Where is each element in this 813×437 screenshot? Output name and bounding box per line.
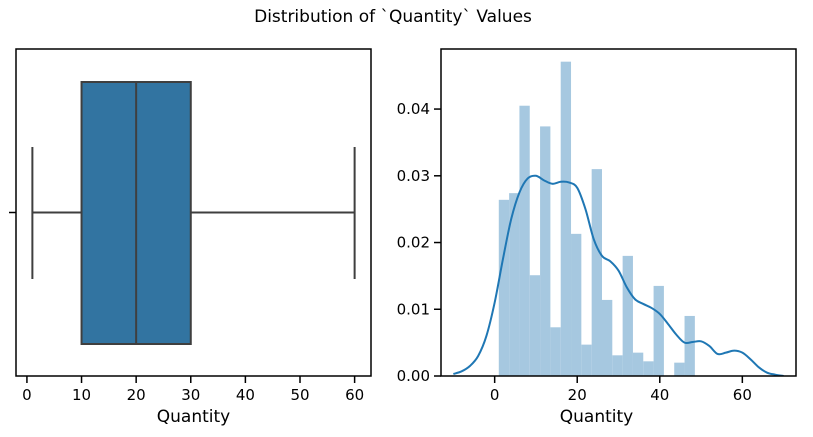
histogram-bar: [540, 126, 551, 376]
boxplot-x-tick-label: 10: [72, 386, 91, 404]
histogram-x-tick-label: 60: [733, 386, 752, 404]
histogram-bar: [550, 327, 561, 376]
histogram-bar: [519, 105, 530, 376]
histogram-panel: 0 20 40 60 0.00 0.01 0.02 0.03 0.04 Quantity: [397, 48, 797, 427]
boxplot-x-tick-label: 40: [236, 386, 255, 404]
histogram-bar: [498, 199, 510, 376]
boxplot-x-tick-label: 0: [22, 386, 32, 404]
figure-title: Distribution of `Quantity` Values: [254, 7, 532, 27]
boxplot-x-tick-label: 20: [127, 386, 146, 404]
boxplot-panel: 0 10 20 30 40 50 60 Quantity: [9, 48, 372, 427]
histogram-x-tick-label: 0: [490, 386, 500, 404]
boxplot-x-ticks: 0 10 20 30 40 50 60: [22, 376, 364, 404]
histogram-bar: [571, 233, 582, 376]
boxplot-x-tick-label: 60: [345, 386, 364, 404]
histogram-x-ticks: 0 20 40 60: [490, 376, 752, 404]
histogram-bar: [560, 61, 572, 376]
histogram-bar: [653, 285, 664, 376]
boxplot-marks: [31, 81, 356, 345]
histogram-x-tick-label: 40: [650, 386, 669, 404]
histogram-x-tick-label: 20: [568, 386, 587, 404]
histogram-bars: [498, 61, 695, 376]
boxplot-x-tick-label: 30: [181, 386, 200, 404]
histogram-bar: [674, 362, 685, 376]
histogram-y-tick-label: 0.01: [397, 300, 430, 318]
histogram-bar: [632, 352, 644, 376]
histogram-y-tick-label: 0.03: [397, 167, 430, 185]
kde-curve: [453, 174, 784, 376]
histogram-bar: [643, 361, 654, 376]
histogram-x-axis-label: Quantity: [560, 407, 633, 427]
histogram-bar: [601, 299, 613, 376]
histogram-y-tick-label: 0.04: [397, 100, 430, 118]
histogram-y-ticks: 0.00 0.01 0.02 0.03 0.04: [397, 100, 441, 385]
histogram-bar: [591, 169, 602, 376]
boxplot-x-tick-label: 50: [290, 386, 309, 404]
histogram-bar: [622, 255, 633, 376]
histogram-frame: [440, 48, 797, 377]
histogram-bar: [612, 355, 623, 376]
boxplot-x-axis-label: Quantity: [157, 407, 230, 427]
histogram-bar: [581, 344, 592, 376]
histogram-bar: [529, 275, 541, 376]
histogram-bar: [509, 193, 520, 376]
histogram-y-tick-label: 0.00: [397, 367, 430, 385]
histogram-bar: [684, 315, 695, 376]
histogram-y-tick-label: 0.02: [397, 234, 430, 252]
